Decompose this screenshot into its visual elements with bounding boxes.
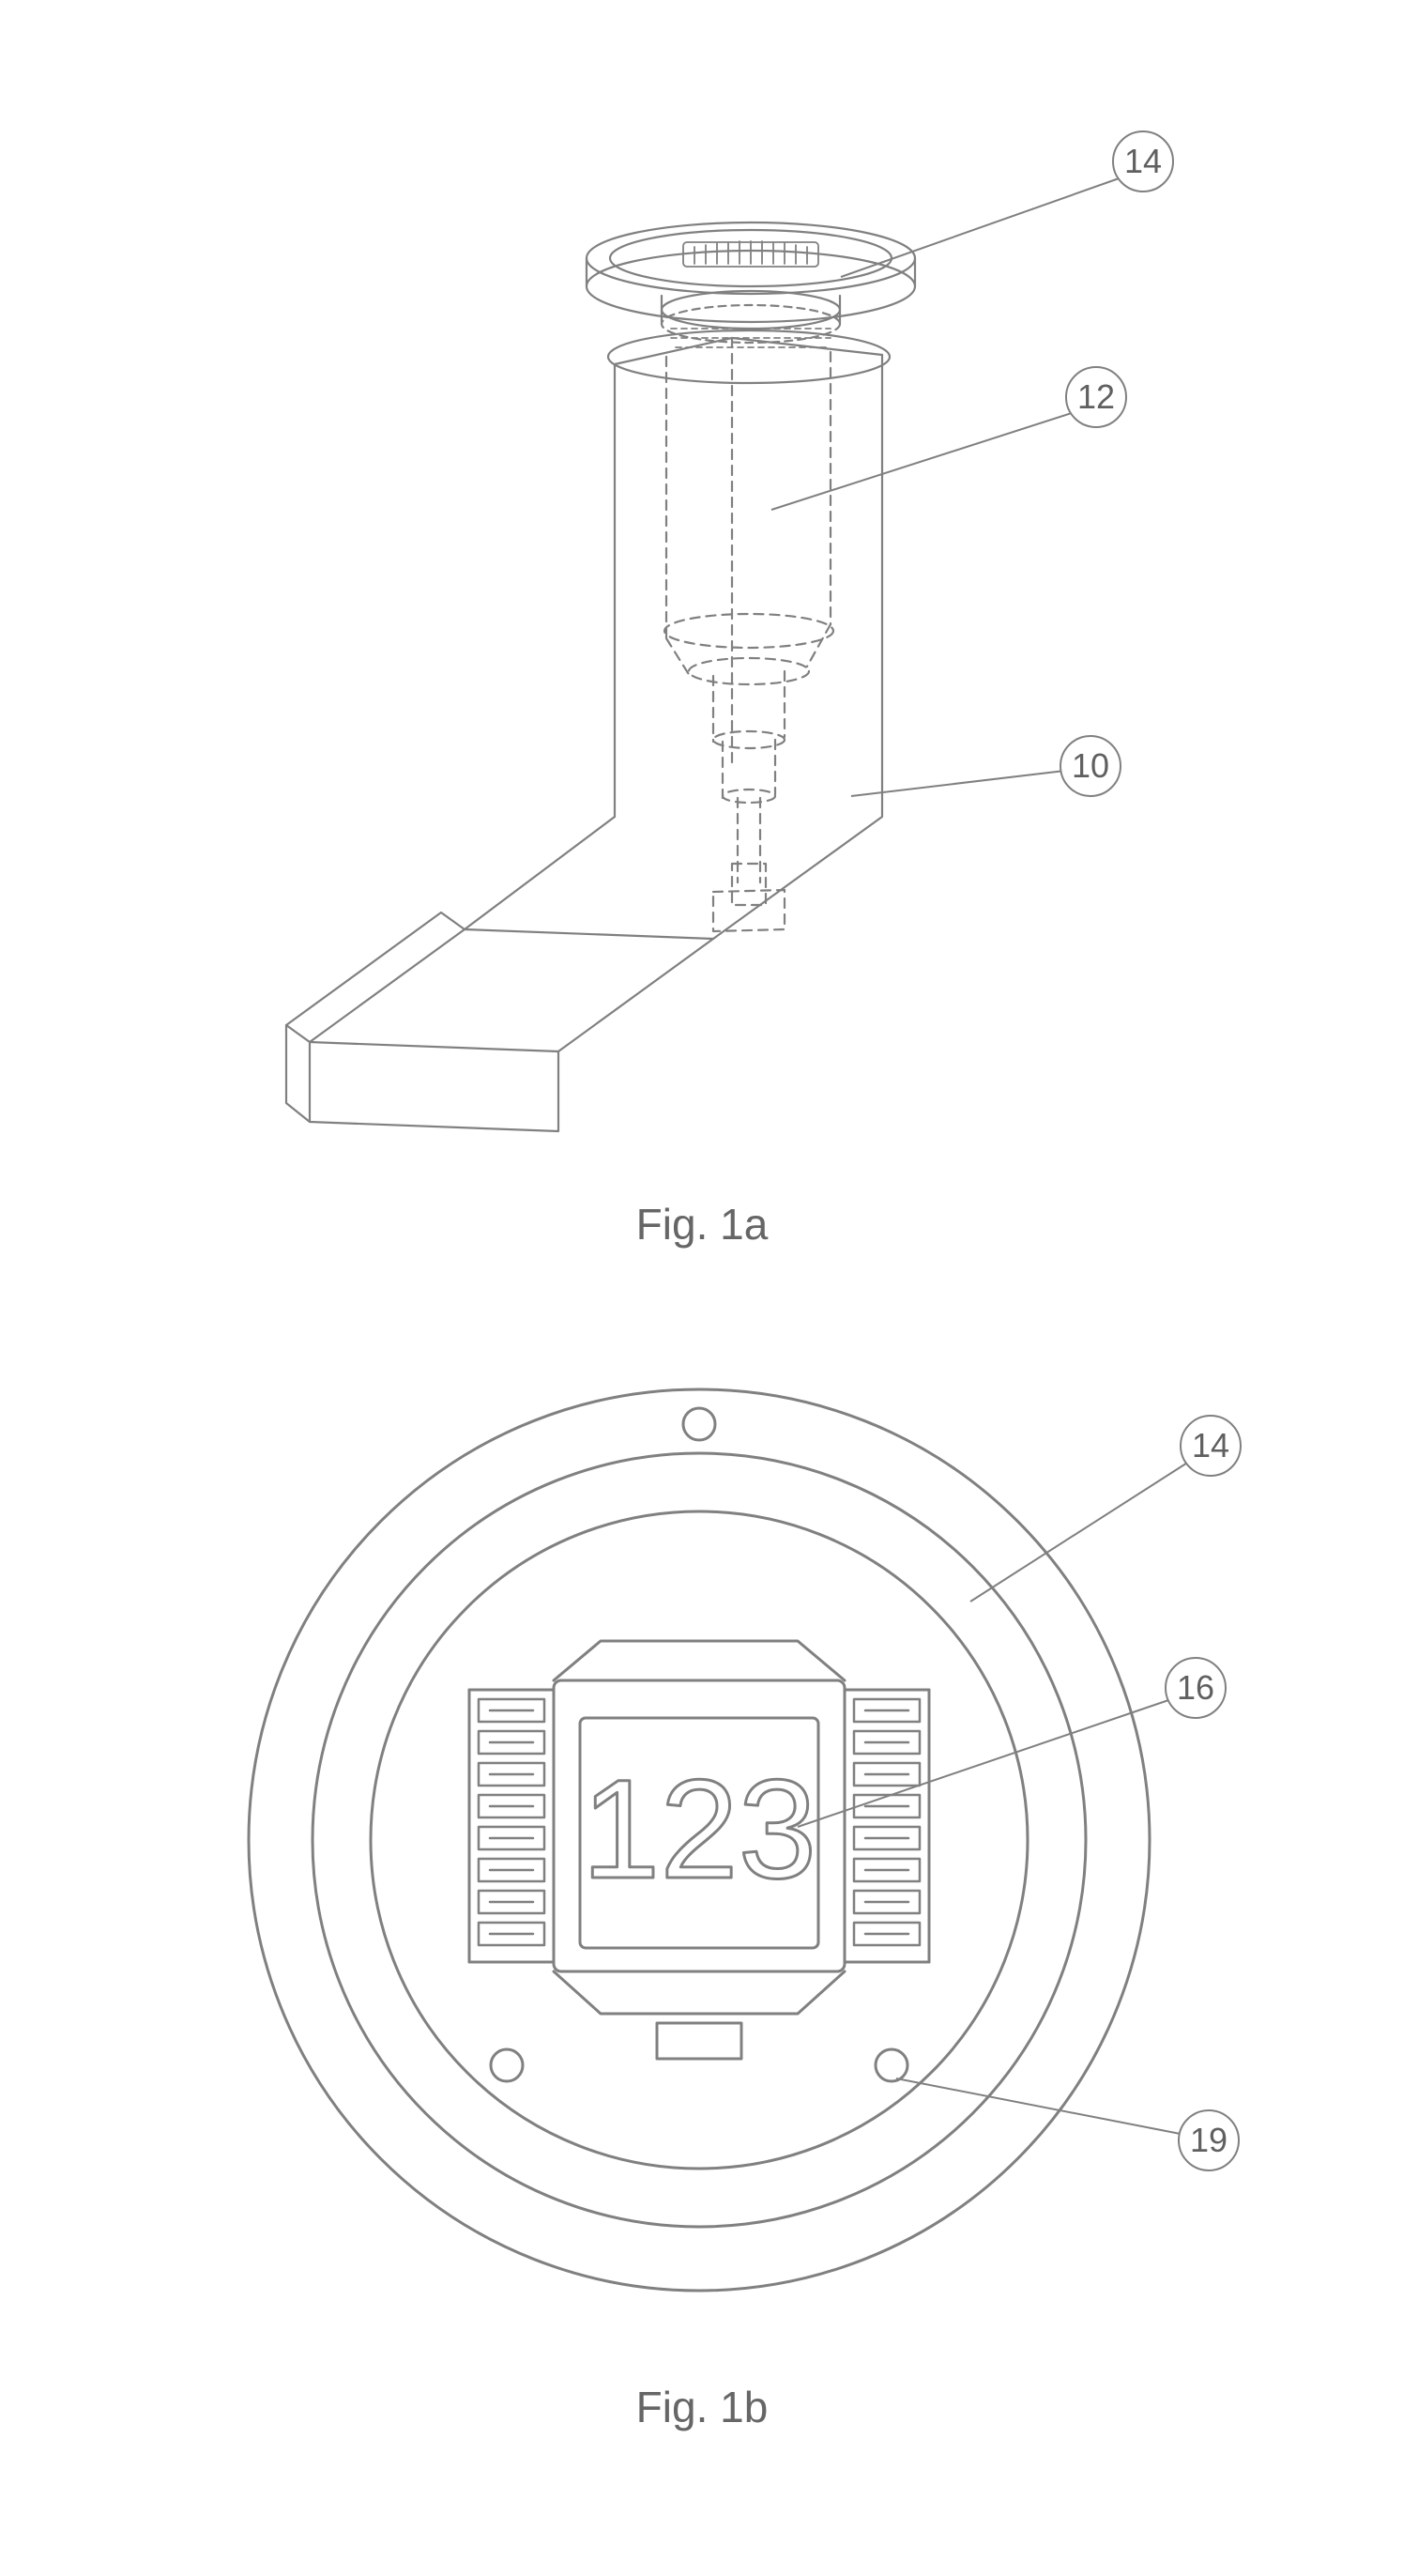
figure-1a-caption: Fig. 1a <box>636 1200 769 1249</box>
figure-svg: 14 12 10 Fig. 1a <box>0 0 1403 2576</box>
callout-label: 16 <box>1177 1668 1214 1707</box>
canister <box>664 352 833 905</box>
figure-1a-callouts: 14 12 10 <box>771 131 1173 796</box>
callout-label: 10 <box>1072 746 1109 785</box>
pins-left <box>479 1699 544 1945</box>
outer-housing <box>286 330 890 1131</box>
patent-figure-page: 14 12 10 Fig. 1a <box>0 0 1403 2576</box>
callout-label: 19 <box>1190 2121 1228 2159</box>
callout-label: 14 <box>1124 142 1162 180</box>
callout-label: 12 <box>1077 377 1115 416</box>
cap-assembly <box>587 222 915 347</box>
figure-1b-drawing: 123 <box>249 1389 1150 2291</box>
display-value: 123 <box>582 1750 816 1908</box>
callout-label: 14 <box>1192 1426 1229 1464</box>
figure-1b-caption: Fig. 1b <box>636 2383 769 2431</box>
figure-1a-drawing <box>286 222 915 1131</box>
pins-right <box>854 1699 920 1945</box>
